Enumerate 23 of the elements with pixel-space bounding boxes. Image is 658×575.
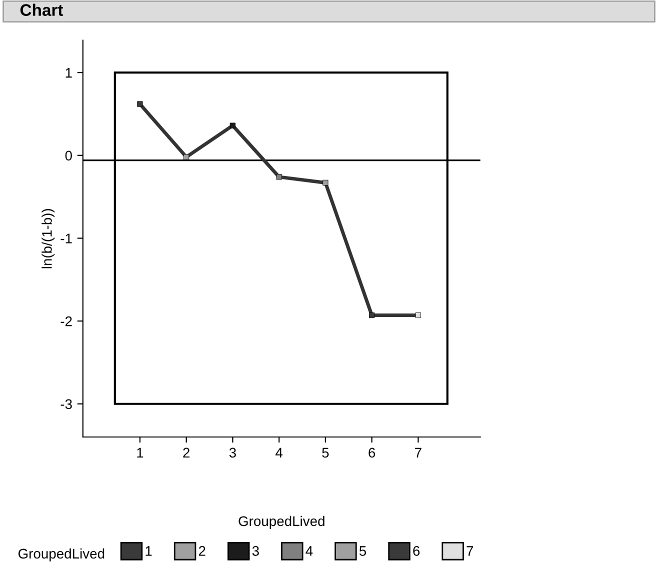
y-tick-label: 1 bbox=[66, 68, 72, 78]
y-tick-label: -3 bbox=[60, 399, 72, 410]
x-tick-label: 2 bbox=[183, 448, 190, 458]
legend-title: GroupedLived bbox=[18, 548, 104, 562]
legend-label: 2 bbox=[198, 546, 206, 556]
x-tick-label: 5 bbox=[322, 448, 329, 458]
x-axis-title: GroupedLived bbox=[238, 516, 324, 529]
y-tick-label: -2 bbox=[60, 316, 72, 326]
legend-label: 7 bbox=[466, 546, 474, 556]
x-tick-label: 3 bbox=[229, 448, 236, 458]
y-axis-title: ln(b/(1-b)) bbox=[42, 209, 55, 268]
x-tick-label: 4 bbox=[276, 448, 283, 458]
legend-label: 6 bbox=[413, 546, 420, 556]
x-tick-label: 7 bbox=[415, 448, 422, 458]
y-tick-label: -1 bbox=[60, 234, 72, 244]
legend-label: 5 bbox=[359, 546, 366, 556]
x-tick-label: 1 bbox=[137, 448, 144, 458]
legend-label: 4 bbox=[306, 546, 313, 556]
chart-title: Chart bbox=[20, 4, 64, 16]
legend-label: 1 bbox=[146, 546, 152, 556]
legend-label: 3 bbox=[252, 546, 259, 556]
y-tick-label: 0 bbox=[65, 150, 72, 161]
x-tick-label: 6 bbox=[368, 448, 376, 458]
